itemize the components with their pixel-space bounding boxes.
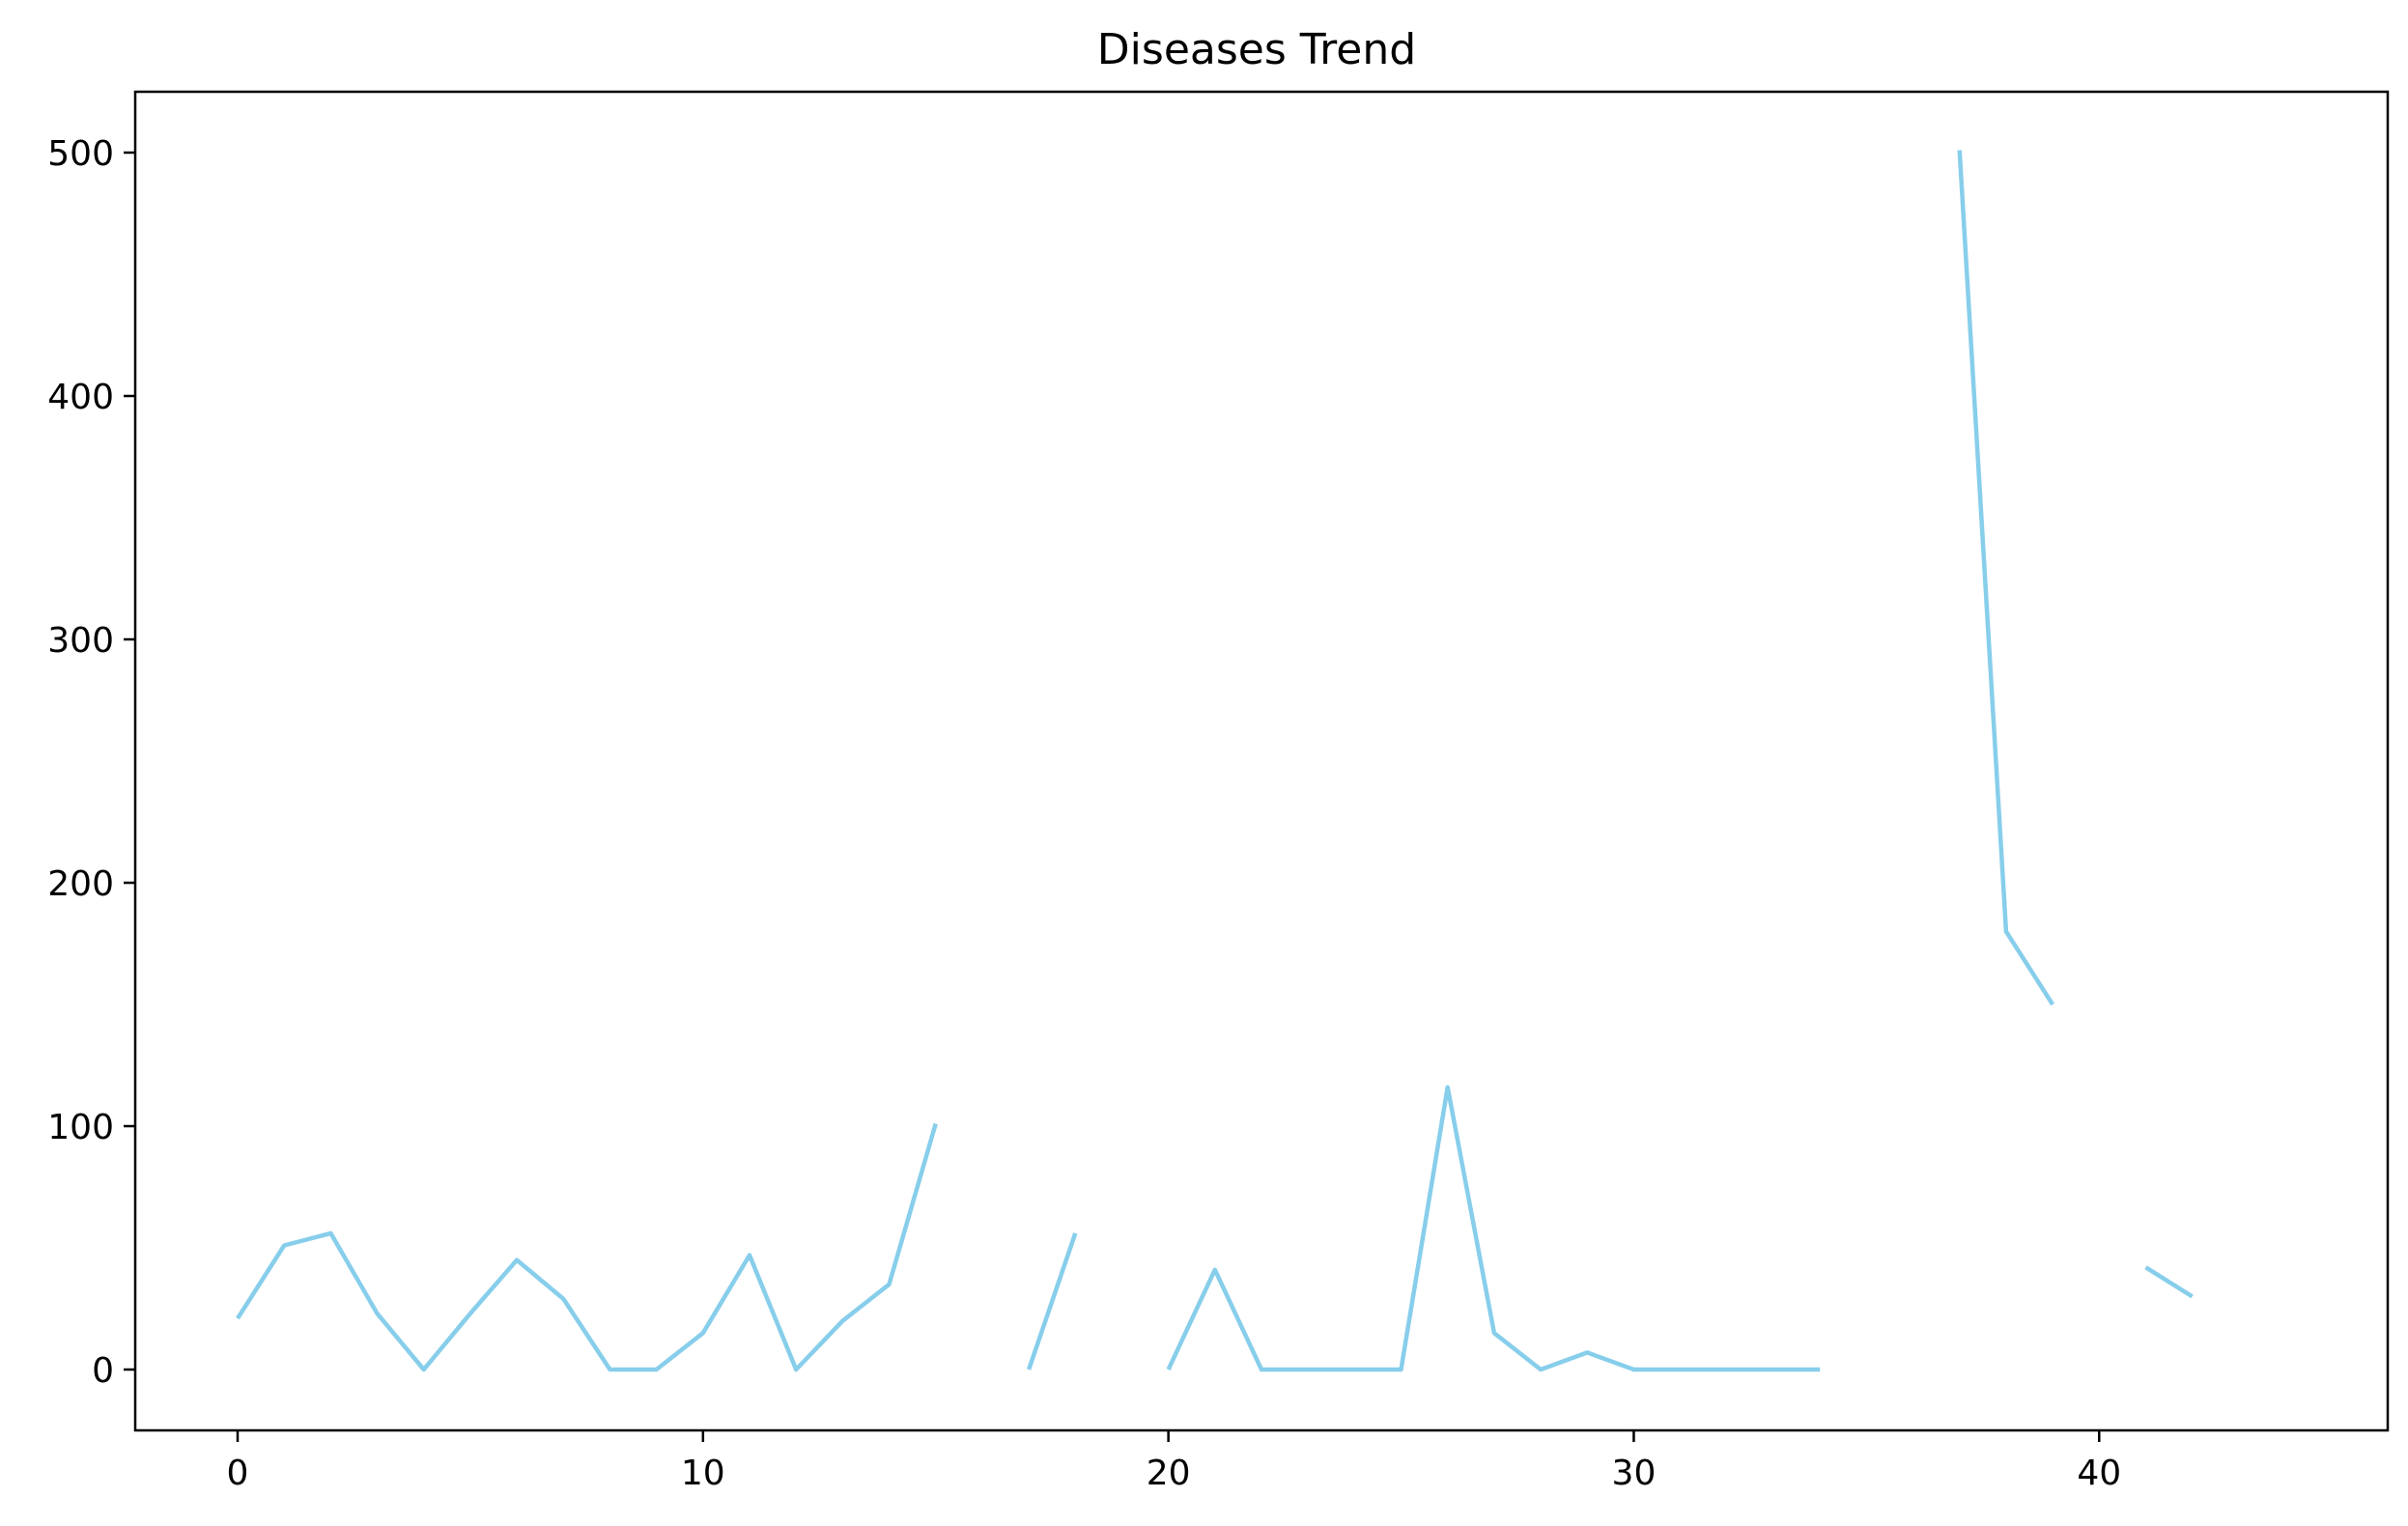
y-tick-label: 0: [92, 1351, 114, 1391]
y-tick-label: 300: [47, 621, 114, 661]
x-tick-label: 10: [681, 1454, 725, 1493]
x-tick-label: 40: [2077, 1454, 2121, 1493]
x-axis: 0 10 20 30 40: [227, 1430, 2121, 1493]
x-tick-label: 30: [1612, 1454, 1657, 1493]
y-tick-label: 100: [47, 1108, 114, 1147]
x-tick-label: 20: [1147, 1454, 1191, 1493]
series-line-segment: [1166, 1085, 1821, 1372]
y-tick-label: 200: [47, 864, 114, 904]
y-tick-label: 400: [47, 378, 114, 417]
series-line-segment: [236, 1122, 938, 1372]
series-line-segment: [1957, 150, 2054, 1006]
x-tick-label: 0: [227, 1454, 249, 1493]
series-line-segment: [2144, 1265, 2194, 1299]
y-tick-label: 500: [47, 134, 114, 174]
series-layer: [236, 150, 2194, 1372]
chart-title: Diseases Trend: [1097, 25, 1416, 74]
series-line-segment: [1026, 1232, 1078, 1371]
y-axis: 0 100 200 300 400 500: [47, 134, 135, 1391]
plot-frame: [133, 90, 2390, 1432]
